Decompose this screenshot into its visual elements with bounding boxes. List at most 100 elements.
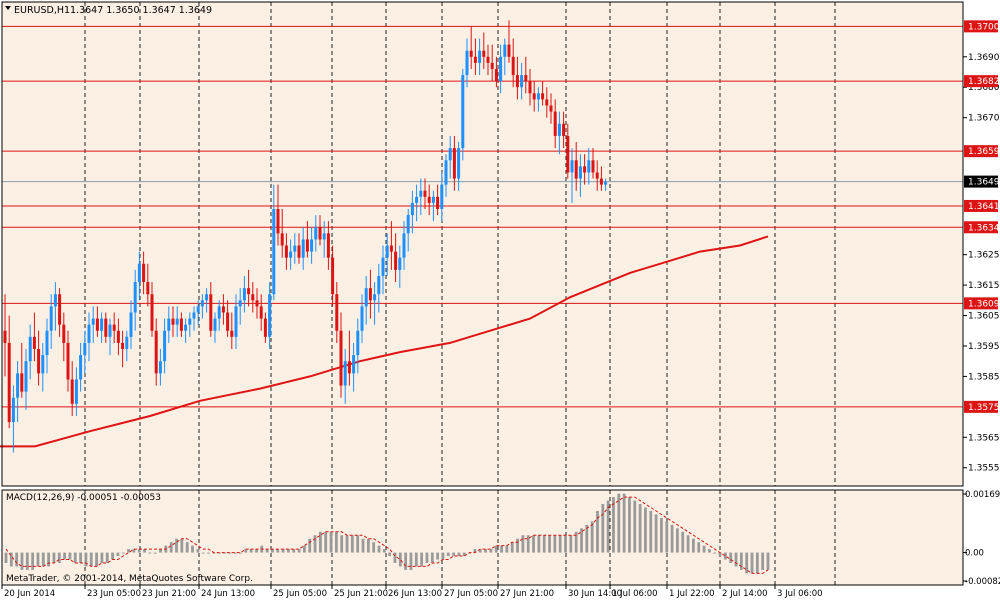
macd-bar: [766, 552, 770, 570]
horizontal-levels[interactable]: 1.3700 1.3682 1.3659 1.3641 1.3634 1.3609 1.35…: [2, 20, 1000, 413]
candle-body: [41, 355, 45, 374]
macd-bar: [500, 545, 503, 553]
macd-bar: [303, 545, 306, 553]
candle-body: [305, 239, 309, 252]
candle-body: [263, 318, 267, 337]
time-tick-label: 20 Jun 2014: [4, 589, 55, 599]
candle-body: [394, 251, 398, 270]
candle-body: [87, 324, 91, 343]
macd-bar: [734, 552, 738, 567]
candle-body: [66, 342, 70, 380]
macd-bar: [175, 538, 178, 553]
macd-bar: [121, 552, 125, 554]
macd-bar: [542, 535, 546, 553]
macd-bar: [532, 535, 535, 553]
price-tick-label: 1.3680: [968, 83, 1000, 93]
time-tick-label: 3 Jul 06:00: [777, 589, 823, 599]
macd-bar: [686, 535, 690, 553]
macd-bar: [143, 549, 146, 553]
candle-body: [163, 330, 167, 362]
macd-bar: [47, 552, 51, 567]
macd-bar: [393, 552, 397, 563]
candle-body: [511, 56, 515, 76]
time-tick-label: 25 Jun 05:00: [273, 589, 327, 599]
macd-bar: [702, 545, 706, 553]
candle-body: [578, 166, 582, 179]
macd-bar: [446, 552, 450, 557]
macd-bar: [361, 538, 365, 553]
candle-body: [478, 50, 482, 63]
price-tick-label: 1.3690: [968, 53, 1000, 63]
macd-bar: [318, 531, 322, 553]
candle-body: [457, 148, 461, 179]
macd-bar: [707, 549, 711, 553]
price-tick-label: 1.3595: [968, 342, 1000, 352]
price-panel[interactable]: [2, 2, 963, 486]
macd-bar: [372, 542, 376, 553]
candle-body: [100, 318, 104, 331]
candle-body: [16, 373, 20, 398]
macd-bar: [127, 549, 130, 553]
candle-body: [70, 379, 74, 404]
symbol-label: EURUSD,H1: [14, 5, 70, 16]
candle-body: [251, 294, 255, 301]
level-price-label: 1.3575: [968, 403, 1000, 413]
candle-body: [184, 324, 188, 331]
macd-panel[interactable]: [2, 490, 963, 585]
candle-body: [74, 379, 78, 404]
candle-body: [125, 336, 129, 350]
level-price-tag: [964, 199, 998, 212]
candle-body: [200, 300, 204, 307]
macd-bar: [4, 552, 8, 563]
candle-body: [192, 312, 196, 319]
candle-body: [419, 190, 423, 197]
candle-body: [247, 288, 251, 295]
candle-body: [179, 318, 183, 331]
candle-body: [104, 318, 108, 337]
candle-body: [133, 282, 137, 313]
macd-bar: [452, 552, 456, 557]
macd-bar: [116, 552, 120, 557]
macd-bar: [473, 549, 477, 553]
macd-bar: [308, 538, 312, 553]
candle-body: [389, 245, 393, 252]
level-price-label: 1.3634: [968, 223, 1000, 233]
macd-bar: [36, 552, 40, 567]
triangle-down-icon[interactable]: [5, 6, 11, 10]
macd-bar: [350, 535, 354, 553]
macd-bar: [761, 552, 765, 570]
candle-body: [137, 263, 141, 283]
macd-bar: [249, 549, 253, 553]
candle-body: [209, 294, 213, 331]
macd-bar: [580, 528, 583, 553]
macd-bar: [31, 552, 35, 570]
macd-bar: [340, 535, 344, 553]
macd-bar: [382, 549, 386, 553]
macd-bar: [287, 549, 290, 553]
candle-body: [91, 318, 95, 325]
candle-body: [469, 50, 473, 57]
macd-bar: [713, 552, 717, 554]
time-tick-label: 27 Jun 21:00: [500, 589, 554, 599]
candle-body: [507, 44, 511, 57]
candle-body: [28, 336, 32, 362]
macd-bar: [63, 552, 67, 560]
candle-body: [604, 181, 608, 185]
candle-body: [503, 44, 507, 57]
candle-body: [58, 294, 62, 325]
macd-bar: [505, 545, 509, 553]
candle-body: [83, 342, 87, 356]
candle-body: [175, 318, 179, 325]
macd-bar: [414, 552, 418, 567]
candle-body: [381, 257, 385, 276]
candle-body: [461, 75, 465, 149]
time-tick-label: 25 Jun 21:00: [334, 589, 388, 599]
candle-body: [293, 245, 297, 252]
macd-bar: [644, 507, 647, 553]
candle-body: [255, 300, 259, 307]
macd-bar: [137, 549, 141, 553]
candle-body: [297, 245, 301, 258]
macd-tick-label: 0.00169: [965, 490, 1000, 500]
candle-body: [268, 294, 272, 337]
